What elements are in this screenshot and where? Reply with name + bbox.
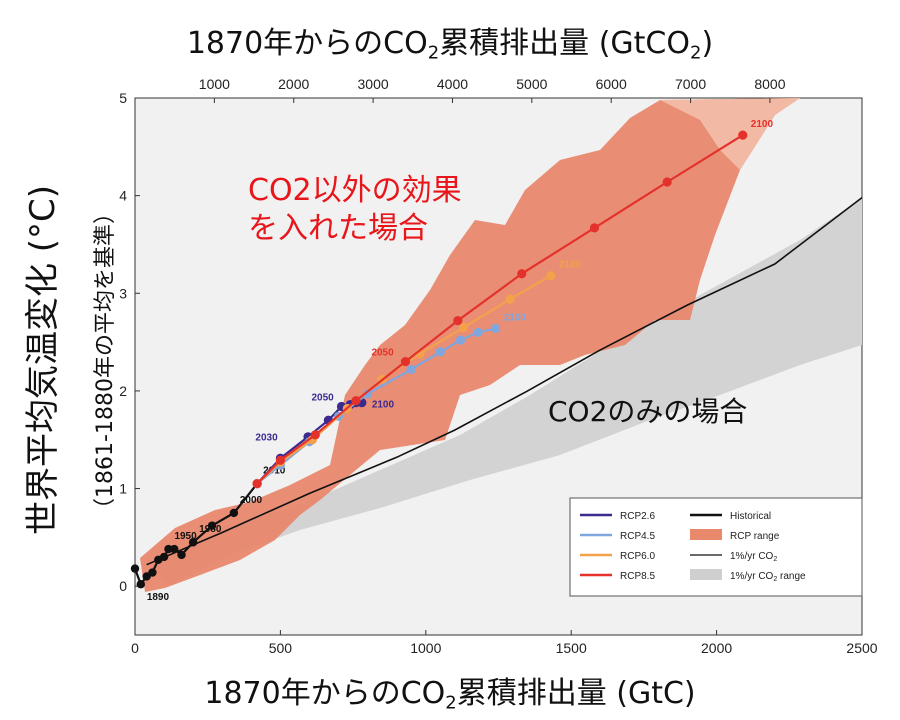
data-point	[505, 294, 515, 304]
y-tick-label: 4	[119, 188, 127, 204]
series-layer: 1890195019802000201020302050210021002100…	[130, 119, 863, 603]
data-point	[517, 269, 527, 279]
y-tick-label: 1	[119, 481, 127, 497]
x-tick-label: 0	[131, 640, 139, 656]
data-point	[473, 327, 483, 337]
x-tick-label: 2000	[701, 640, 732, 656]
series-line-rcp4-5	[256, 327, 496, 485]
rcp-range-band	[140, 98, 800, 592]
legend-label: 1%/yr CO2	[730, 551, 777, 563]
data-point	[406, 364, 416, 375]
point-label: 2000	[240, 495, 263, 506]
annotation-line-1: CO2以外の効果	[248, 173, 462, 208]
point-label: 2030	[255, 432, 278, 443]
top-tick-label: 7000	[675, 76, 706, 92]
rcp-range-top-fade	[660, 98, 800, 170]
legend-swatch	[690, 529, 722, 540]
x-tick-label: 500	[269, 640, 293, 656]
top-tick-label: 4000	[437, 76, 468, 92]
y-tick-label: 2	[119, 383, 127, 399]
data-point	[164, 544, 173, 554]
legend: RCP2.6 RCP4.5 RCP6.0 RCP8.5 Historical RCP ra…	[569, 497, 863, 597]
data-point	[177, 550, 186, 560]
data-point	[363, 389, 373, 399]
x-tick-label: 2500	[846, 640, 877, 656]
legend-label: Historical	[730, 511, 771, 522]
data-point	[490, 323, 501, 334]
point-label: 2100	[559, 260, 582, 271]
top-tick-label: 6000	[596, 76, 627, 92]
y-tick-label: 5	[119, 90, 127, 106]
top-tick-label: 5000	[516, 76, 547, 92]
data-point	[148, 568, 157, 577]
data-point	[130, 564, 140, 573]
point-label: 2050	[371, 348, 394, 359]
point-label: 2050	[311, 393, 334, 404]
annotation-co2-only: CO2のみの場合	[548, 395, 748, 428]
top-tick-label: 8000	[754, 76, 785, 92]
data-point	[662, 177, 672, 187]
y-tick-label: 0	[119, 578, 127, 594]
series-line-1-yr-co2	[146, 196, 863, 566]
data-point	[453, 316, 463, 326]
legend-label: 1%/yr CO2 range	[730, 571, 806, 583]
point-label: 2100	[504, 312, 527, 323]
data-point	[546, 271, 556, 281]
y-tick-label: 3	[119, 285, 127, 301]
series-line-rcp8-5	[256, 134, 744, 485]
legend-label: RCP4.5	[620, 531, 655, 542]
legend-swatch	[690, 569, 722, 580]
point-label: 1890	[147, 592, 170, 603]
data-point	[252, 479, 262, 489]
data-point	[435, 347, 445, 357]
point-label: 1950	[174, 531, 197, 542]
data-point	[207, 521, 217, 530]
point-label: 1980	[199, 524, 222, 535]
data-point	[589, 223, 600, 233]
legend-label: RCP6.0	[620, 551, 655, 562]
annotation-line-2: を入れた場合	[248, 211, 428, 246]
data-point	[456, 335, 466, 345]
data-point	[459, 322, 469, 333]
data-point	[738, 130, 748, 140]
point-label: 2100	[372, 400, 395, 411]
data-point	[275, 455, 285, 465]
data-point	[310, 430, 320, 440]
data-point	[136, 580, 146, 589]
point-label: 2100	[751, 119, 774, 130]
top-tick-label: 2000	[278, 76, 309, 92]
top-tick-label: 3000	[358, 76, 389, 92]
legend-box	[569, 497, 863, 597]
x-tick-label: 1500	[556, 640, 587, 656]
data-point	[229, 508, 239, 518]
axes: 0 500 1000 1500 2000 2500 1000 2000 3000 4000 5000…	[119, 76, 878, 656]
legend-label: RCP range	[730, 531, 780, 542]
bottom-axis-title: 1870年からのCO2累積排出量 (GtC)	[204, 676, 696, 714]
annotation-non-co2: CO2以外の効果 を入れた場合	[248, 172, 462, 248]
top-axis-title: 1870年からのCO2累積排出量 (GtCO2)	[186, 26, 714, 64]
x-tick-label: 1000	[410, 640, 441, 656]
top-tick-label: 1000	[199, 76, 230, 92]
data-point	[351, 396, 361, 406]
legend-label: RCP8.5	[620, 571, 655, 582]
data-point	[400, 357, 411, 367]
legend-label: RCP2.6	[620, 511, 655, 522]
